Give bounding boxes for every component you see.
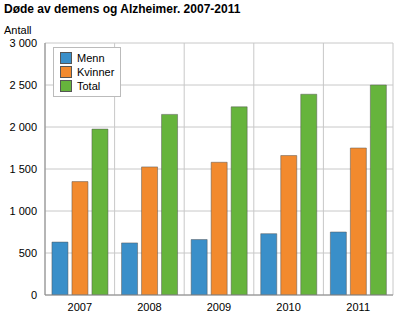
- svg-text:0: 0: [31, 289, 37, 301]
- svg-text:500: 500: [19, 247, 37, 259]
- svg-text:3 000: 3 000: [9, 37, 37, 49]
- svg-text:2 500: 2 500: [9, 79, 37, 91]
- svg-text:2 000: 2 000: [9, 121, 37, 133]
- svg-text:1 000: 1 000: [9, 205, 37, 217]
- svg-text:2008: 2008: [137, 301, 161, 313]
- svg-text:1 500: 1 500: [9, 163, 37, 175]
- html-text:Menn: Menn: [77, 52, 105, 64]
- html-text:Kvinner: Kvinner: [77, 66, 115, 78]
- html-text:Antall: Antall: [4, 24, 32, 36]
- html-text:Total: Total: [77, 80, 101, 92]
- svg-text:2010: 2010: [276, 301, 300, 313]
- svg-text:2009: 2009: [207, 301, 231, 313]
- svg-text:2011: 2011: [346, 301, 370, 313]
- html-text:Døde av demens og Alzheimer. 2: Døde av demens og Alzheimer. 2007-2011: [4, 2, 241, 16]
- svg-text:2007: 2007: [68, 301, 92, 313]
